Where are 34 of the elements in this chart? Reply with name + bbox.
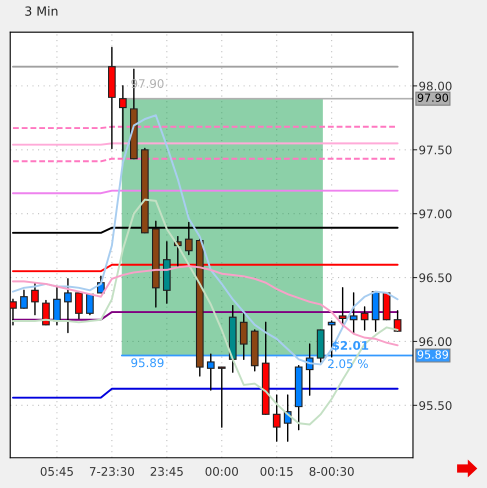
candlestick xyxy=(350,292,358,334)
candlestick xyxy=(218,366,226,428)
candlestick xyxy=(86,293,94,316)
x-tick-label: 05:45 xyxy=(40,466,73,476)
candlestick xyxy=(206,354,215,391)
x-tick-label: 23:45 xyxy=(150,466,183,476)
candlestick xyxy=(338,287,346,327)
annotation: 95.89 xyxy=(131,358,164,368)
candlestick xyxy=(20,290,28,309)
candlestick xyxy=(64,278,72,334)
y-tick-label: 98.00 xyxy=(419,82,452,91)
candlestick xyxy=(119,85,127,152)
y-tick-label: 97.00 xyxy=(419,209,452,218)
annotation: 2.05 % xyxy=(328,359,368,368)
x-tick-label: 7-23:30 xyxy=(90,466,134,476)
y-tick-label: 95.50 xyxy=(419,401,452,410)
candlestick xyxy=(75,290,83,320)
y-tick-label: 96.00 xyxy=(419,337,452,346)
candlestick xyxy=(240,311,248,360)
annotation: $2.01 xyxy=(332,340,368,352)
candlestick xyxy=(42,300,50,326)
candlestick xyxy=(272,394,281,442)
candlestick xyxy=(53,287,61,326)
candlestick xyxy=(394,310,402,332)
ref-line-label: 97.90 xyxy=(418,93,448,102)
candlestick xyxy=(360,306,368,331)
ref-line-label: 95.89 xyxy=(418,350,448,359)
candlestick xyxy=(31,282,39,316)
y-tick-label: 97.50 xyxy=(419,145,452,154)
x-tick-label: 00:00 xyxy=(206,466,238,476)
x-tick-label: 8-00:30 xyxy=(310,466,354,476)
y-tick-label: 96.50 xyxy=(419,273,452,282)
x-tick-label: 00:15 xyxy=(260,466,293,476)
chart-title: 3 Min xyxy=(25,6,58,16)
